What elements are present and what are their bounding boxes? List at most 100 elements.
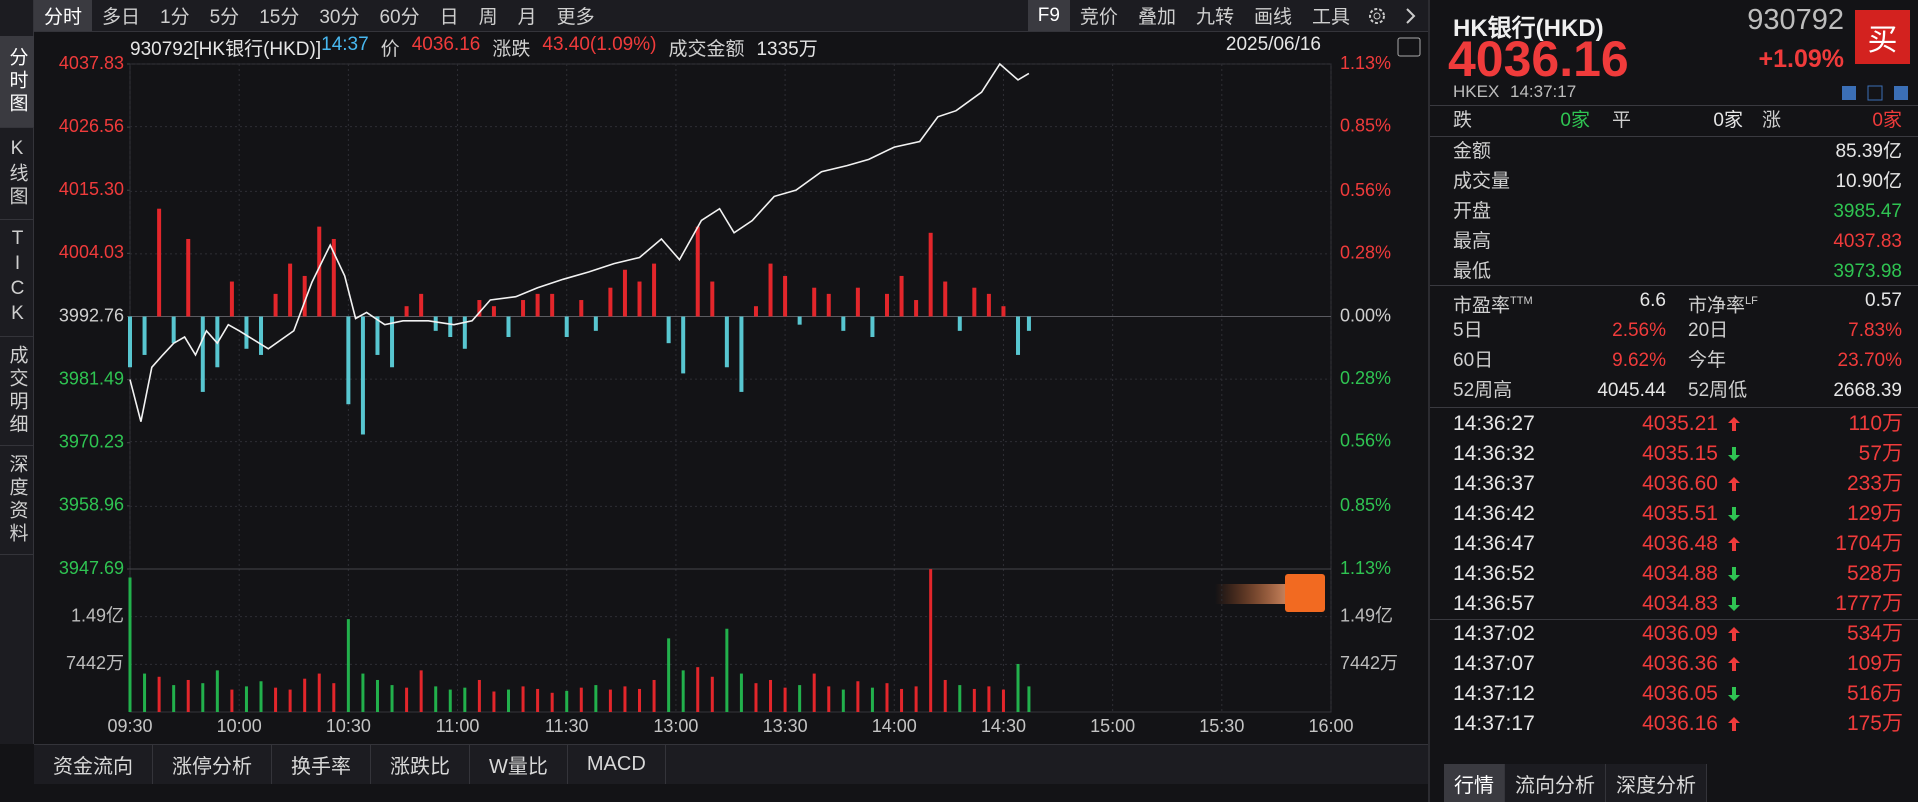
tab[interactable]: 更多 [556,7,595,28]
tab[interactable]: 深度资料 [0,446,34,555]
tab[interactable]: 1分 [160,7,190,28]
tab[interactable]: 九转 [1195,7,1234,28]
volume-bar [594,685,598,712]
volume-bar [463,687,467,712]
trade-time: 14:36:52 [1453,562,1535,585]
change-bar [681,316,686,374]
trade-volume: 109万 [1846,652,1903,675]
tab[interactable]: 工具 [1311,7,1350,28]
volume-bar [492,691,496,712]
tab[interactable]: W量比 [470,745,568,784]
trade-price: 4036.16 [1642,712,1718,735]
trade-price: 4034.83 [1642,592,1718,615]
tab[interactable]: 月 [517,7,537,28]
trade-volume: 175万 [1846,712,1903,735]
tab[interactable]: 多日 [102,7,141,28]
change-bar [637,281,642,317]
change-bar [477,300,482,317]
volume-bar [725,628,729,712]
y2-tick-label: 0.56% [1340,430,1391,450]
trade-direction [1728,687,1740,701]
tab[interactable]: 60分 [379,7,420,28]
change-bar [171,316,176,344]
y-tick-label: 3958.96 [59,495,124,515]
tab[interactable]: MACD [568,745,666,784]
y2-tick-label: 1.13% [1340,558,1391,578]
tab[interactable]: F9 [1027,0,1070,31]
change-bar [229,281,234,317]
volume-bar [434,686,438,712]
volume-bar [783,687,787,712]
change-bar [186,238,191,317]
trade-direction [1728,447,1740,461]
tab[interactable]: 行情 [1444,764,1505,802]
amount-label: 成交金额 [668,39,745,60]
change-bar [521,300,526,317]
ratio-row: 60日 9.62% 今年 23.70% [1430,346,1918,376]
tab[interactable]: TICK [0,220,34,337]
volume-tick-label: 1.49亿 [71,605,124,625]
tab[interactable]: 换手率 [272,745,371,784]
float-widget[interactable] [1285,574,1325,612]
volume-bar [812,673,816,712]
tab[interactable]: 分时图 [0,36,34,128]
tab[interactable]: 日 [439,7,459,28]
tab[interactable]: 涨停分析 [153,745,272,784]
volume-bar [943,679,947,712]
change-bar [433,316,438,331]
stat-label: 最低 [1453,261,1492,282]
change: 43.40(1.09%) [542,34,657,55]
trade-price: 4035.21 [1642,412,1718,435]
trade-direction [1728,657,1740,671]
widget-trail [1215,584,1287,604]
tab[interactable]: 5分 [209,7,240,28]
y2-tick-label: 0.28% [1340,243,1391,263]
panel-tabs: 行情 流向分析 深度分析 [1444,764,1707,802]
tab[interactable]: 竞价 [1079,7,1118,28]
tab[interactable]: 资金流向 [34,745,153,784]
x-tick-label: 10:00 [217,716,262,736]
tab[interactable]: K线图 [0,128,34,220]
big-price: 4036.16 [1448,31,1629,87]
buy-button[interactable]: 买 [1855,10,1910,64]
tab[interactable]: 画线 [1253,7,1292,28]
ratio-label: 5日 [1453,320,1483,341]
add-icon[interactable] [1894,86,1908,100]
tab[interactable]: 分时 [34,0,93,31]
edit-icon[interactable] [1842,86,1856,100]
breadth-label: 平 [1612,110,1632,131]
tab[interactable]: 30分 [319,7,360,28]
stat-label: 开盘 [1453,201,1492,222]
change-bar [855,287,860,317]
change-bar [928,232,933,317]
volume-bar [681,670,685,712]
trade-price: 4036.48 [1642,532,1718,555]
tab[interactable]: 15分 [259,7,300,28]
tab[interactable]: 叠加 [1137,7,1176,28]
change-bar [957,316,962,331]
wp-icon[interactable] [1397,37,1421,57]
volume-bar [419,670,423,712]
change-bar [768,263,773,317]
tab[interactable]: 涨跌比 [371,745,470,784]
volume-bar [798,685,802,712]
tab[interactable]: 周 [478,7,498,28]
change-label: 涨跌 [492,39,531,60]
next-icon[interactable] [1394,0,1428,32]
trade-volume: 1777万 [1835,592,1903,615]
change-bar [157,208,162,317]
tab[interactable]: 深度分析 [1606,764,1707,802]
settings-icon[interactable] [1360,0,1394,32]
breadth-row: 跌 0家平 0家涨 0家 [1430,106,1918,136]
ratio-sup: LF [1745,295,1758,307]
trade-volume: 528万 [1846,562,1903,585]
tab[interactable]: 成交明细 [0,337,34,446]
ratio-value: 23.70% [1837,350,1902,371]
volume-bar [274,687,278,712]
volume-bar [900,688,904,712]
volume-bar [827,686,831,712]
bell-icon[interactable] [1867,85,1883,101]
volume-bar [579,687,583,712]
volume-bar [201,683,205,712]
tab[interactable]: 流向分析 [1505,764,1606,802]
